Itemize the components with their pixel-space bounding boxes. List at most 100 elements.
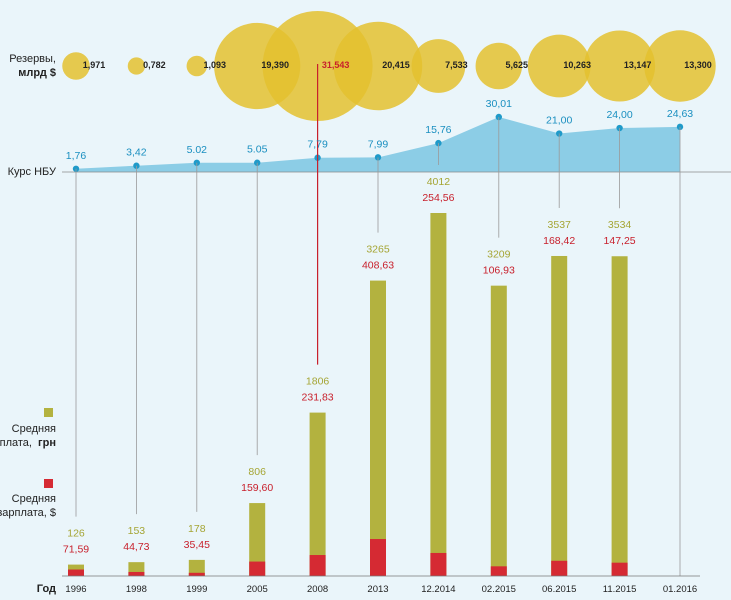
uah-legend-swatch [44,408,53,417]
usd-bar-1996 [68,569,84,576]
usd-bar-1999 [188,572,205,576]
x-axis-ticks: 1996 1998 1999 2005 2008 2013 12.2014 02.2015 06… [62,575,700,595]
reserves-legend-line1: Резервы, [9,53,56,65]
reserve-bubble-1999 [186,55,208,77]
uah-label-1998: 153 [128,525,146,537]
uah-label-2013: 3265 [366,244,390,256]
usd-label-11.2015: 147,25 [604,235,636,247]
rate-label-2013: 7,99 [368,138,389,150]
year-tick-2005: 2005 [247,584,268,595]
reserve-label-12.2014: 7,533 [445,60,468,70]
year-tick-1996: 1996 [65,584,86,595]
uah-label-1999: 178 [188,523,206,535]
usd-label-06.2015: 168,42 [543,235,575,247]
reserve-label-01.2016: 13,300 [684,60,712,70]
usd-bar-2005 [249,561,266,576]
value-labels: 1,76 3,42 5.02 5.05 7,79 7,99 15,76 30,01 21,00 2… [63,98,693,556]
reserve-label-2008: 31,543 [322,60,350,70]
rate-label-1998: 3,42 [126,147,147,159]
usd-label-2005: 159,60 [241,482,273,494]
guide-lines [75,64,681,576]
reserve-label-1999: 1,093 [204,60,227,70]
year-axis-label: Год [37,583,56,595]
nbu-rate-area [62,113,731,173]
usd-bar-2008 [309,555,326,576]
year-tick-06.2015: 06.2015 [542,584,576,595]
usd-bar-11.2015 [611,562,628,576]
uah-bar-2005 [249,503,266,576]
rate-area [76,117,680,172]
uah-bar-2008 [309,412,326,576]
usd-bar-2013 [370,539,386,576]
year-tick-01.2016: 01.2016 [663,584,697,595]
rate-label-02.2015: 30,01 [486,98,512,110]
reserve-label-06.2015: 10,263 [563,60,591,70]
uah-legend-line1: Средняя [12,423,56,435]
rate-label-12.2014: 15,76 [425,124,451,136]
year-tick-1999: 1999 [186,584,207,595]
rate-label-1996: 1,76 [66,150,87,162]
uah-bar-06.2015 [551,255,568,576]
usd-label-1999: 35,45 [184,539,210,551]
year-tick-11.2015: 11.2015 [603,584,637,595]
reserve-bubble-12.2014 [411,39,466,93]
reserve-bubble-11.2015 [584,30,656,102]
uah-bar-02.2015 [490,285,507,576]
usd-legend-line2: зарплата, $ [0,507,56,519]
reserves-bubbles: 1,971 0,782 1,093 19,390 31,543 20,415 7,533 5,… [62,11,716,121]
year-tick-1998: 1998 [126,584,147,595]
year-tick-12.2014: 12.2014 [421,584,455,595]
reserve-bubble-06.2015 [527,34,591,98]
uah-label-06.2015: 3537 [548,219,572,231]
uah-label-2005: 806 [248,466,266,478]
usd-label-1998: 44,73 [123,541,149,553]
uah-legend-line2: зарплата, [0,437,32,449]
reserve-label-02.2015: 5,625 [506,60,529,70]
usd-bar-02.2015 [490,566,507,576]
usd-label-12.2014: 254,56 [422,192,454,204]
uah-label-2008: 1806 [306,376,330,388]
reserve-label-1996: 1,971 [83,60,106,70]
reserve-bubble-1998 [127,57,146,75]
usd-label-2008: 231,83 [302,392,334,404]
uah-label-11.2015: 3534 [608,219,632,231]
reserve-label-1998: 0,782 [143,60,166,70]
reserve-bubble-2013 [333,21,423,111]
rate-label-2008: 7,79 [307,139,328,151]
reserve-label-11.2015: 13,147 [624,60,652,70]
uah-bar-2013 [370,280,386,576]
legend: Резервы, млрд $ Курс НБУ Средняя зарплат… [0,53,57,595]
svg-text:зарплата, грн: зарплата, грн [0,437,56,449]
uah-label-02.2015: 3209 [487,249,511,261]
reserve-bubble-1996 [62,52,90,80]
reserve-bubble-02.2015 [475,42,523,90]
usd-label-2013: 408,63 [362,260,394,272]
usd-label-02.2015: 106,93 [483,265,515,277]
usd-bar-12.2014 [430,552,447,576]
uah-bar-11.2015 [611,256,628,576]
year-tick-02.2015: 02.2015 [482,584,516,595]
usd-legend-line1: Средняя [12,493,56,505]
reserve-bubble-01.2016 [644,30,716,102]
uah-legend-bold: грн [38,437,56,449]
rate-label-11.2015: 24,00 [606,109,632,121]
uah-label-12.2014: 4012 [427,176,451,188]
salary-bars [68,213,628,576]
usd-bar-06.2015 [551,560,568,576]
usd-bar-1998 [128,571,145,576]
rate-label-1999: 5.02 [187,144,208,156]
rate-label-06.2015: 21,00 [546,115,572,127]
rate-label-01.2016: 24,63 [667,108,693,120]
rate-label-2005: 5.05 [247,144,268,156]
reserves-legend-line2: млрд $ [18,67,56,79]
uah-bar-1999 [188,559,205,576]
uah-bar-12.2014 [430,213,447,576]
rate-legend: Курс НБУ [8,166,57,178]
usd-label-1996: 71,59 [63,544,89,556]
uah-label-1996: 126 [67,528,85,540]
usd-legend-swatch [44,479,53,488]
reserve-label-2005: 19,390 [261,60,289,70]
year-tick-2008: 2008 [307,584,328,595]
year-tick-2013: 2013 [367,584,388,595]
